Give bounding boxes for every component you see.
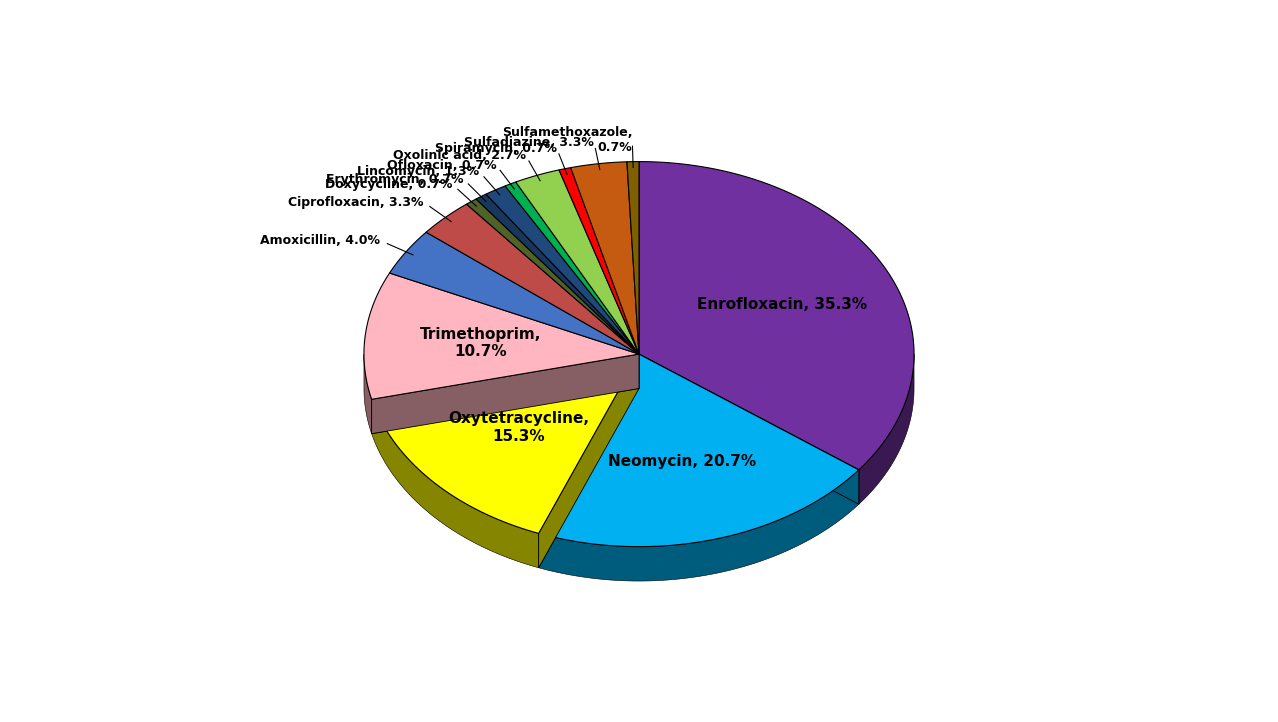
Polygon shape xyxy=(571,162,639,354)
Polygon shape xyxy=(486,186,639,354)
Text: Erythromycin, 0.7%: Erythromycin, 0.7% xyxy=(326,173,464,186)
Polygon shape xyxy=(372,399,538,567)
Polygon shape xyxy=(538,470,859,581)
Polygon shape xyxy=(538,354,859,547)
Polygon shape xyxy=(364,273,639,399)
Polygon shape xyxy=(505,182,639,354)
Text: Doxycycline, 0.7%: Doxycycline, 0.7% xyxy=(326,178,452,191)
Polygon shape xyxy=(372,354,639,434)
Polygon shape xyxy=(372,354,639,434)
Text: Neomycin, 20.7%: Neomycin, 20.7% xyxy=(608,454,757,469)
Polygon shape xyxy=(859,355,914,504)
Polygon shape xyxy=(538,354,639,567)
Polygon shape xyxy=(466,199,639,354)
Polygon shape xyxy=(390,232,639,354)
Text: Enrofloxacin, 35.3%: Enrofloxacin, 35.3% xyxy=(697,297,866,312)
Polygon shape xyxy=(627,162,639,354)
Text: Amoxicillin, 4.0%: Amoxicillin, 4.0% xyxy=(261,234,381,247)
Polygon shape xyxy=(558,168,639,354)
Polygon shape xyxy=(639,354,859,504)
Text: Sulfamethoxazole,
0.7%: Sulfamethoxazole, 0.7% xyxy=(502,126,633,155)
Text: Oxolinic acid, 2.7%: Oxolinic acid, 2.7% xyxy=(392,149,525,162)
Polygon shape xyxy=(426,204,639,354)
Text: Lincomycin, 1.3%: Lincomycin, 1.3% xyxy=(358,165,479,178)
Polygon shape xyxy=(477,194,639,354)
Polygon shape xyxy=(516,170,639,354)
Text: Spiramycin, 0.7%: Spiramycin, 0.7% xyxy=(435,142,557,155)
Polygon shape xyxy=(372,354,639,534)
Text: Ofloxacin, 0.7%: Ofloxacin, 0.7% xyxy=(387,159,496,172)
Text: Ciprofloxacin, 3.3%: Ciprofloxacin, 3.3% xyxy=(289,196,424,209)
Text: Sulfadiazine, 3.3%: Sulfadiazine, 3.3% xyxy=(464,136,594,149)
Polygon shape xyxy=(364,355,372,434)
Polygon shape xyxy=(639,162,914,470)
Polygon shape xyxy=(639,354,859,504)
Text: Trimethoprim,
10.7%: Trimethoprim, 10.7% xyxy=(419,327,541,360)
Text: Oxytetracycline,
15.3%: Oxytetracycline, 15.3% xyxy=(449,412,589,444)
Polygon shape xyxy=(538,354,639,567)
